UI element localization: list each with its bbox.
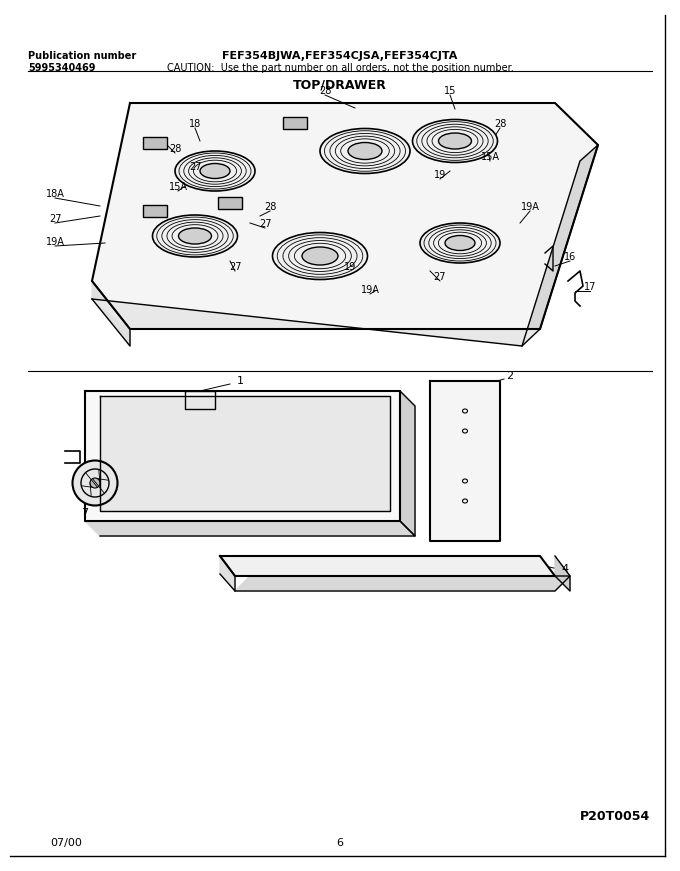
Text: 17: 17 bbox=[584, 282, 596, 292]
Ellipse shape bbox=[348, 143, 382, 159]
Text: 28: 28 bbox=[264, 202, 276, 212]
Bar bbox=[143, 205, 167, 217]
Text: 28: 28 bbox=[169, 144, 181, 154]
Ellipse shape bbox=[73, 461, 118, 505]
Polygon shape bbox=[220, 556, 235, 591]
Ellipse shape bbox=[200, 164, 230, 179]
Bar bbox=[283, 117, 307, 129]
Polygon shape bbox=[400, 391, 415, 536]
Ellipse shape bbox=[152, 215, 237, 257]
Text: 15A: 15A bbox=[481, 152, 500, 162]
Text: 7: 7 bbox=[82, 508, 88, 518]
Polygon shape bbox=[92, 103, 598, 329]
Text: FEF354BJWA,FEF354CJSA,FEF354CJTA: FEF354BJWA,FEF354CJSA,FEF354CJTA bbox=[222, 51, 458, 61]
Text: 18A: 18A bbox=[46, 189, 65, 199]
Text: 27: 27 bbox=[259, 219, 271, 229]
Ellipse shape bbox=[439, 133, 471, 149]
Ellipse shape bbox=[445, 235, 475, 251]
Ellipse shape bbox=[302, 247, 338, 265]
Text: Publication number: Publication number bbox=[28, 51, 136, 61]
Text: 15: 15 bbox=[444, 86, 456, 96]
Ellipse shape bbox=[90, 478, 100, 488]
Bar bbox=[143, 137, 167, 149]
Ellipse shape bbox=[320, 129, 410, 173]
Ellipse shape bbox=[178, 228, 211, 244]
Ellipse shape bbox=[420, 223, 500, 263]
Text: 19A: 19A bbox=[46, 237, 65, 247]
Text: 27: 27 bbox=[228, 262, 241, 272]
Text: 19: 19 bbox=[344, 262, 356, 272]
Polygon shape bbox=[235, 576, 570, 591]
Text: CAUTION:  Use the part number on all orders, not the position number.: CAUTION: Use the part number on all orde… bbox=[167, 63, 513, 73]
Polygon shape bbox=[522, 145, 598, 346]
Ellipse shape bbox=[175, 151, 255, 191]
Text: 18: 18 bbox=[189, 119, 201, 129]
Text: 27: 27 bbox=[49, 214, 61, 224]
Polygon shape bbox=[92, 299, 540, 346]
Polygon shape bbox=[220, 556, 555, 576]
Polygon shape bbox=[85, 391, 400, 521]
Text: 16: 16 bbox=[564, 252, 576, 262]
Polygon shape bbox=[85, 521, 415, 536]
Text: TOP/DRAWER: TOP/DRAWER bbox=[293, 78, 387, 91]
Text: P20T0054: P20T0054 bbox=[580, 809, 650, 822]
Text: 19: 19 bbox=[434, 170, 446, 180]
Ellipse shape bbox=[413, 119, 498, 163]
Text: 19A: 19A bbox=[521, 202, 539, 212]
Text: 07/00: 07/00 bbox=[50, 838, 82, 848]
Text: 15: 15 bbox=[219, 197, 231, 207]
Polygon shape bbox=[92, 281, 130, 346]
Text: 4: 4 bbox=[562, 564, 568, 574]
Text: 15A: 15A bbox=[169, 182, 188, 192]
Text: 1: 1 bbox=[237, 376, 243, 386]
Polygon shape bbox=[100, 396, 390, 511]
Ellipse shape bbox=[273, 233, 367, 280]
Text: 19A: 19A bbox=[360, 285, 379, 295]
Text: 2: 2 bbox=[507, 371, 513, 381]
Text: 28: 28 bbox=[319, 86, 331, 96]
Polygon shape bbox=[430, 381, 500, 541]
Text: 27: 27 bbox=[434, 272, 446, 282]
Bar bbox=[218, 197, 242, 209]
Text: 5995340469: 5995340469 bbox=[28, 63, 95, 73]
Text: 27: 27 bbox=[189, 162, 201, 172]
Text: 6: 6 bbox=[337, 838, 343, 848]
Text: 28: 28 bbox=[494, 119, 506, 129]
Polygon shape bbox=[555, 556, 570, 591]
